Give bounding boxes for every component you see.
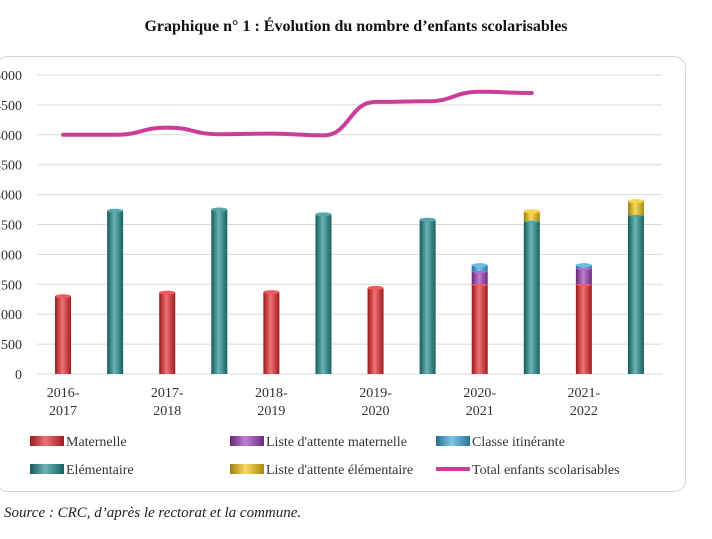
y-tick-label: 4500 — [0, 99, 22, 114]
y-tick-label: 500 — [1, 338, 22, 353]
y-tick-label: 4000 — [0, 129, 22, 144]
legend-label: Classe itinérante — [472, 435, 565, 450]
legend-label: Elémentaire — [66, 463, 134, 478]
maternelle-bar-liste-d-attente-maternelle — [471, 271, 488, 285]
elementaire-bar-el-mentaire — [523, 220, 540, 374]
legend-swatch — [230, 464, 264, 474]
y-tick-label: 1000 — [0, 308, 22, 323]
chart-frame — [0, 56, 686, 492]
elementaire-bar-el-mentaire — [107, 210, 124, 374]
bar-cap — [159, 290, 176, 295]
legend-label: Maternelle — [66, 435, 127, 450]
bar-cap — [55, 294, 72, 299]
maternelle-bar-maternelle — [55, 296, 72, 374]
y-tick-label: 3500 — [0, 159, 22, 174]
bar-cap — [471, 263, 488, 268]
elementaire-bar-liste-d-attente-l-mentaire — [627, 201, 644, 215]
legend-label: Total enfants scolarisables — [472, 463, 620, 478]
total-line — [61, 89, 534, 138]
bar-cap — [107, 208, 124, 213]
bar-cap — [523, 209, 540, 214]
maternelle-bar-maternelle — [575, 284, 592, 374]
elementaire-bar-el-mentaire — [315, 214, 332, 374]
legend-swatch — [436, 436, 470, 446]
legend-label: Liste d'attente élémentaire — [266, 463, 413, 478]
y-tick-label: 0 — [15, 368, 22, 383]
maternelle-bar-classe-itin-rante — [471, 265, 488, 272]
legend-label: Liste d'attente maternelle — [266, 435, 407, 450]
legend-swatch — [230, 436, 264, 446]
x-tick-label: 2016-2017 — [47, 386, 80, 419]
chart-source: Source : CRC, d’après le rectorat et la … — [4, 505, 302, 521]
bar-cap — [211, 207, 228, 212]
y-tick-label: 2000 — [0, 248, 22, 263]
bar-cap — [627, 199, 644, 204]
bar-cap — [315, 212, 332, 217]
x-tick-label: 2018-2019 — [255, 386, 288, 419]
bar-cap — [575, 263, 592, 268]
chart: 0 500 1000 1500 2000 2500 3000 3500 4000 4500 5000… — [0, 69, 662, 478]
elementaire-bar-el-mentaire — [211, 209, 228, 374]
x-tick-label: 2017-2018 — [151, 386, 184, 419]
chart-title: Graphique n° 1 : Évolution du nombre d’e… — [144, 18, 568, 35]
y-tick-label: 3000 — [0, 189, 22, 204]
maternelle-bar-maternelle — [159, 292, 176, 374]
x-tick-label: 2020-2021 — [463, 386, 496, 419]
bar-cap — [419, 217, 436, 222]
elementaire-bar-liste-d-attente-l-mentaire — [523, 211, 540, 221]
y-tick-label: 2500 — [0, 219, 22, 234]
maternelle-bar-maternelle — [263, 292, 280, 374]
x-tick-label: 2019-2020 — [359, 386, 392, 419]
elementaire-bar-el-mentaire — [419, 219, 436, 374]
maternelle-bar-liste-d-attente-maternelle — [575, 268, 592, 285]
bar-cap — [263, 290, 280, 295]
legend-swatch — [30, 464, 64, 474]
bar-cap — [367, 285, 384, 290]
y-tick-label: 1500 — [0, 278, 22, 293]
legend-swatch — [30, 436, 64, 446]
elementaire-bar-el-mentaire — [627, 214, 644, 374]
x-tick-label: 2021-2022 — [568, 386, 601, 419]
maternelle-bar-maternelle — [471, 284, 488, 374]
maternelle-bar-maternelle — [367, 287, 384, 374]
